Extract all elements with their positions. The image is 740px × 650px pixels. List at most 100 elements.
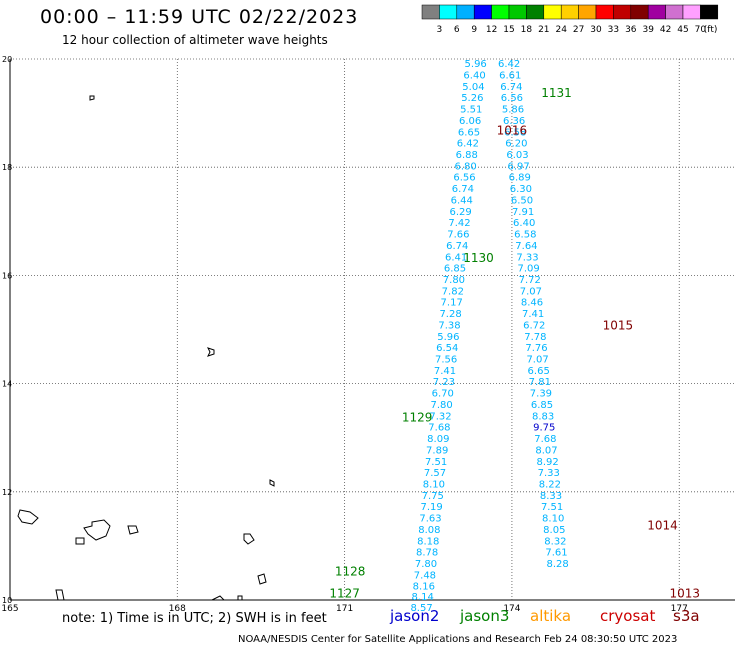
pass-number-label: 1127 (329, 586, 360, 600)
wave-height-label: 8.28 (547, 559, 569, 570)
island-outline (207, 347, 215, 357)
wave-height-label: 8.16 (413, 582, 435, 593)
wave-height-label: 7.68 (428, 423, 450, 434)
wave-height-label: 6.61 (499, 70, 521, 81)
legend-label: 39 (642, 25, 654, 35)
pass-number-label: 1013 (670, 586, 701, 600)
wave-height-label: 7.32 (429, 411, 451, 422)
wave-height-label: 8.33 (540, 491, 562, 502)
wave-height-label: 7.89 (426, 445, 448, 456)
island-outline (89, 95, 95, 101)
island-outline (127, 525, 139, 535)
legend-unit: (ft) (704, 25, 718, 35)
wave-height-label: 6.40 (513, 218, 535, 229)
wave-height-label: 7.80 (431, 400, 453, 411)
chart-subtitle: 12 hour collection of altimeter wave hei… (62, 33, 328, 47)
wave-height-label: 7.41 (434, 366, 456, 377)
wave-height-label: 5.04 (462, 82, 484, 93)
chart-title: 00:00 – 11:59 UTC 02/22/2023 (40, 6, 359, 28)
wave-height-label: 7.63 (419, 514, 441, 525)
y-tick-label: 16 (2, 271, 12, 280)
wave-height-label: 5.26 (461, 93, 483, 104)
wave-height-label: 6.29 (449, 207, 471, 218)
legend-label: 21 (538, 25, 549, 35)
island-outline (269, 479, 275, 487)
wave-height-label: 6.50 (511, 195, 533, 206)
color-legend: 3 6 9 12 15 18 21 24 27 30 33 36 39 42 45 70(ft) (421, 4, 719, 35)
wave-height-label: 6.40 (463, 70, 485, 81)
legend-label: 33 (608, 25, 619, 35)
wave-height-label: 7.42 (448, 218, 470, 229)
pass-number-label: 1131 (541, 86, 572, 100)
wave-height-label: 8.46 (521, 298, 543, 309)
legend-swatch (700, 4, 719, 20)
pass-number-label: 1014 (647, 519, 678, 533)
satellite-s3a: s3a (673, 607, 700, 625)
wave-height-label: 8.10 (542, 514, 564, 525)
y-tick-label: 14 (2, 380, 12, 389)
island-outline (257, 573, 267, 585)
legend-label: 70 (695, 25, 707, 35)
island-outline (17, 509, 39, 525)
wave-height-label: 8.18 (417, 536, 439, 547)
wave-height-label: 5.86 (502, 105, 524, 116)
wave-height-label: 7.64 (515, 241, 537, 252)
wave-height-label: 7.51 (425, 457, 447, 468)
island-outline (55, 589, 65, 601)
x-tick-label: 165 (1, 604, 18, 614)
wave-height-label: 8.92 (536, 457, 558, 468)
wave-height-label: 7.68 (534, 434, 556, 445)
wave-height-label: 6.03 (506, 150, 528, 161)
wave-height-label: 6.42 (498, 59, 520, 70)
pass-number-label: 1016 (497, 124, 528, 138)
legend-label: 27 (573, 25, 584, 35)
wave-height-label: 8.78 (416, 548, 438, 559)
pass-number-label: 1130 (463, 251, 494, 265)
wave-height-label: 5.96 (437, 332, 459, 343)
wave-height-label: 8.83 (532, 411, 554, 422)
wave-height-label: 6.30 (510, 184, 532, 195)
legend-label: 45 (677, 25, 688, 35)
x-tick-label: 177 (671, 604, 688, 614)
satellite-jason2: jason2 (390, 607, 440, 625)
wave-height-label: 5.51 (460, 105, 482, 116)
x-tick-label: 171 (336, 604, 353, 614)
legend-label: 9 (471, 25, 477, 35)
wave-height-label: 6.36 (503, 116, 525, 127)
wave-height-label: 7.17 (441, 298, 463, 309)
wave-height-label: 6.54 (436, 343, 458, 354)
wave-height-label: 6.56 (501, 93, 523, 104)
wave-height-label: 8.14 (412, 592, 434, 603)
wave-height-label: 7.41 (522, 309, 544, 320)
wave-height-label: 8.22 (539, 479, 561, 490)
wave-height-label: 6.56 (453, 173, 475, 184)
x-tick-label: 174 (503, 604, 520, 614)
wave-height-label: 7.19 (420, 502, 442, 513)
wave-height-label: 6.74 (452, 184, 474, 195)
wave-height-label: 6.89 (509, 173, 531, 184)
wave-height-label: 7.72 (519, 275, 541, 286)
wave-height-label: 7.56 (435, 355, 457, 366)
pass-number-label: 1015 (603, 319, 634, 333)
island-outline (83, 519, 111, 541)
wave-height-label: 7.61 (545, 548, 567, 559)
satellite-jason3: jason3 (460, 607, 510, 625)
wave-height-label: 6.85 (531, 400, 553, 411)
wave-height-label: 6.70 (432, 389, 454, 400)
wave-height-label: 6.58 (514, 230, 536, 241)
wave-height-label: 7.33 (538, 468, 560, 479)
legend-label: 12 (486, 25, 497, 35)
wave-height-label: 6.20 (505, 139, 527, 150)
legend-label: 3 (437, 25, 443, 35)
footer-note: note: 1) Time is in UTC; 2) SWH is in fe… (62, 611, 327, 626)
wave-height-label: 8.09 (427, 434, 449, 445)
wave-height-label: 5.96 (465, 59, 487, 70)
wave-height-label: 7.51 (541, 502, 563, 513)
footer-credit: NOAA/NESDIS Center for Satellite Applica… (238, 634, 678, 645)
wave-height-label: 6.85 (444, 264, 466, 275)
legend-label: 36 (625, 25, 637, 35)
pass-number-label: 1128 (335, 565, 366, 579)
wave-height-label: 7.07 (526, 355, 548, 366)
wave-height-label: 7.78 (524, 332, 546, 343)
y-tick-label: 12 (2, 488, 12, 497)
